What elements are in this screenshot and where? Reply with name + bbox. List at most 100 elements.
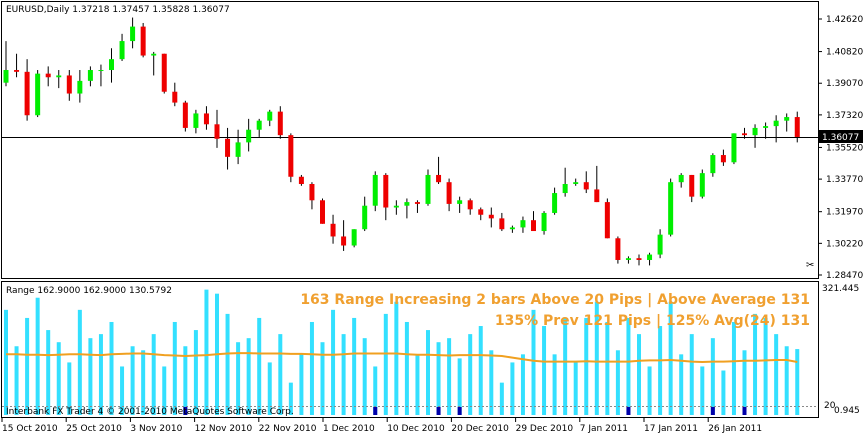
candle (351, 229, 357, 248)
candle (625, 256, 631, 264)
range-bar (77, 309, 82, 415)
candle (172, 82, 178, 107)
candle-body (520, 220, 526, 228)
candle (678, 173, 684, 188)
range-bar (88, 338, 93, 415)
range-bar (172, 321, 177, 415)
candle (794, 111, 800, 143)
candle-body (457, 200, 463, 204)
candle-body (109, 59, 114, 71)
range-bar (447, 338, 452, 415)
candle (604, 198, 610, 239)
price-tick-label: 1.33770 (826, 175, 863, 185)
date-label: 17 Jan 2011 (644, 424, 698, 434)
candle (66, 70, 72, 101)
range-bar (552, 354, 557, 415)
range-bar (468, 334, 473, 415)
current-price-label: 1.36077 (822, 133, 859, 143)
candle (45, 66, 51, 87)
range-bar (141, 350, 146, 415)
candle-body (583, 182, 589, 190)
candle (488, 207, 494, 228)
range-bar (383, 313, 388, 415)
candle (161, 53, 167, 94)
range-bar (700, 366, 705, 415)
candle-body (383, 174, 389, 208)
candle (35, 70, 41, 118)
candle (499, 212, 505, 232)
range-bar (626, 317, 631, 415)
range-bar (689, 334, 694, 415)
candle-body (77, 80, 83, 94)
candle-body (161, 53, 167, 92)
range-bar (784, 346, 789, 415)
candle (309, 182, 315, 210)
range-bar (204, 289, 209, 415)
candle (87, 66, 93, 87)
candle-body (203, 113, 209, 125)
candle (225, 127, 231, 170)
candle-body (436, 174, 442, 183)
candle (668, 178, 674, 237)
range-bar (299, 354, 304, 415)
candle (699, 169, 705, 199)
candle (446, 178, 452, 212)
candle-body (56, 75, 62, 78)
price-tick-label: 1.30220 (826, 239, 863, 249)
candle (151, 51, 157, 76)
indicator-axis-top: 321.445 (822, 284, 859, 294)
candle (731, 133, 737, 165)
candle (562, 167, 568, 197)
range-bar (67, 362, 72, 415)
range-small-bar (742, 407, 747, 415)
candle (467, 198, 473, 215)
candle-body (763, 126, 769, 128)
range-small-bar (436, 407, 441, 415)
candle (531, 211, 536, 232)
range-bar (151, 334, 156, 415)
range-small-bar (710, 407, 715, 415)
price-tick-label: 1.42620 (826, 15, 863, 25)
candle (267, 109, 273, 127)
range-bar (373, 366, 378, 415)
indicator-header: Range 162.9000 162.9000 130.5792 (6, 286, 172, 296)
price-tick-label: 1.28470 (826, 271, 863, 281)
range-bar (679, 354, 684, 415)
candle-body (467, 200, 473, 210)
candle (14, 53, 20, 78)
candle (594, 165, 600, 203)
range-bar (109, 321, 114, 415)
range-bar (594, 301, 599, 415)
candle-body (731, 133, 737, 163)
copyright-watermark: Interbank FX Trader 4 © 2001-2010 MetaQu… (6, 407, 294, 417)
candle-body (509, 227, 515, 230)
range-bar (542, 326, 547, 415)
candle-body (794, 117, 800, 137)
candle-body (710, 155, 716, 174)
candle (552, 187, 558, 215)
candle-body (14, 70, 20, 72)
date-label: 22 Nov 2010 (259, 424, 317, 434)
candle-body (98, 70, 104, 72)
candle (573, 178, 579, 186)
candle (583, 171, 589, 194)
chart-header: EURUSD,Daily 1.37218 1.37457 1.35828 1.3… (6, 5, 230, 15)
range-bar (478, 326, 483, 415)
range-bar (162, 366, 167, 415)
candle (509, 225, 515, 233)
candle-body (172, 91, 178, 103)
candle-body (330, 223, 336, 237)
price-tick-label: 1.31970 (826, 208, 863, 218)
candle (214, 109, 220, 148)
date-label: 3 Nov 2010 (130, 424, 182, 434)
candle-body (246, 129, 252, 143)
indicator-message-line2: 135% Prev 121 Pips | 125% Avg(24) 131 (495, 313, 810, 329)
candle-body (35, 73, 41, 116)
scissors-icon[interactable]: ✂ (806, 260, 814, 271)
candle-body (678, 174, 684, 183)
range-bar (731, 321, 736, 415)
candle-body (256, 120, 262, 130)
range-bar (56, 342, 61, 415)
candle-body (636, 258, 642, 260)
